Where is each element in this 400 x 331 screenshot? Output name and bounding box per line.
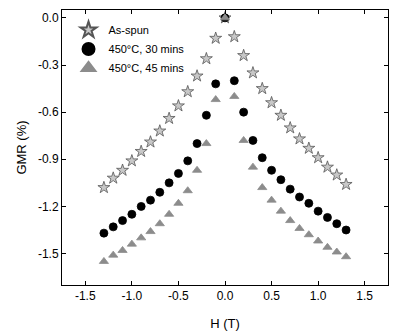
svg-text:-0.9: -0.9 <box>38 152 59 166</box>
svg-text:-0.6: -0.6 <box>38 105 59 119</box>
svg-text:-0.3: -0.3 <box>38 58 59 72</box>
svg-text:-1.5: -1.5 <box>75 289 96 303</box>
svg-text:0.5: 0.5 <box>263 289 280 303</box>
svg-text:1.0: 1.0 <box>310 289 327 303</box>
svg-text:GMR (%): GMR (%) <box>14 120 29 174</box>
svg-text:450°C, 45 mins: 450°C, 45 mins <box>109 62 185 74</box>
svg-text:-0.5: -0.5 <box>168 289 189 303</box>
svg-text:0.0: 0.0 <box>42 11 59 25</box>
svg-text:1.5: 1.5 <box>356 289 373 303</box>
svg-text:-1.5: -1.5 <box>38 247 59 261</box>
svg-text:As-spun: As-spun <box>109 24 149 36</box>
svg-text:-1.2: -1.2 <box>38 200 59 214</box>
svg-text:0.0: 0.0 <box>217 289 234 303</box>
svg-text:450°C, 30 mins: 450°C, 30 mins <box>109 43 185 55</box>
svg-text:H (T): H (T) <box>210 316 240 331</box>
svg-text:-1.0: -1.0 <box>122 289 143 303</box>
